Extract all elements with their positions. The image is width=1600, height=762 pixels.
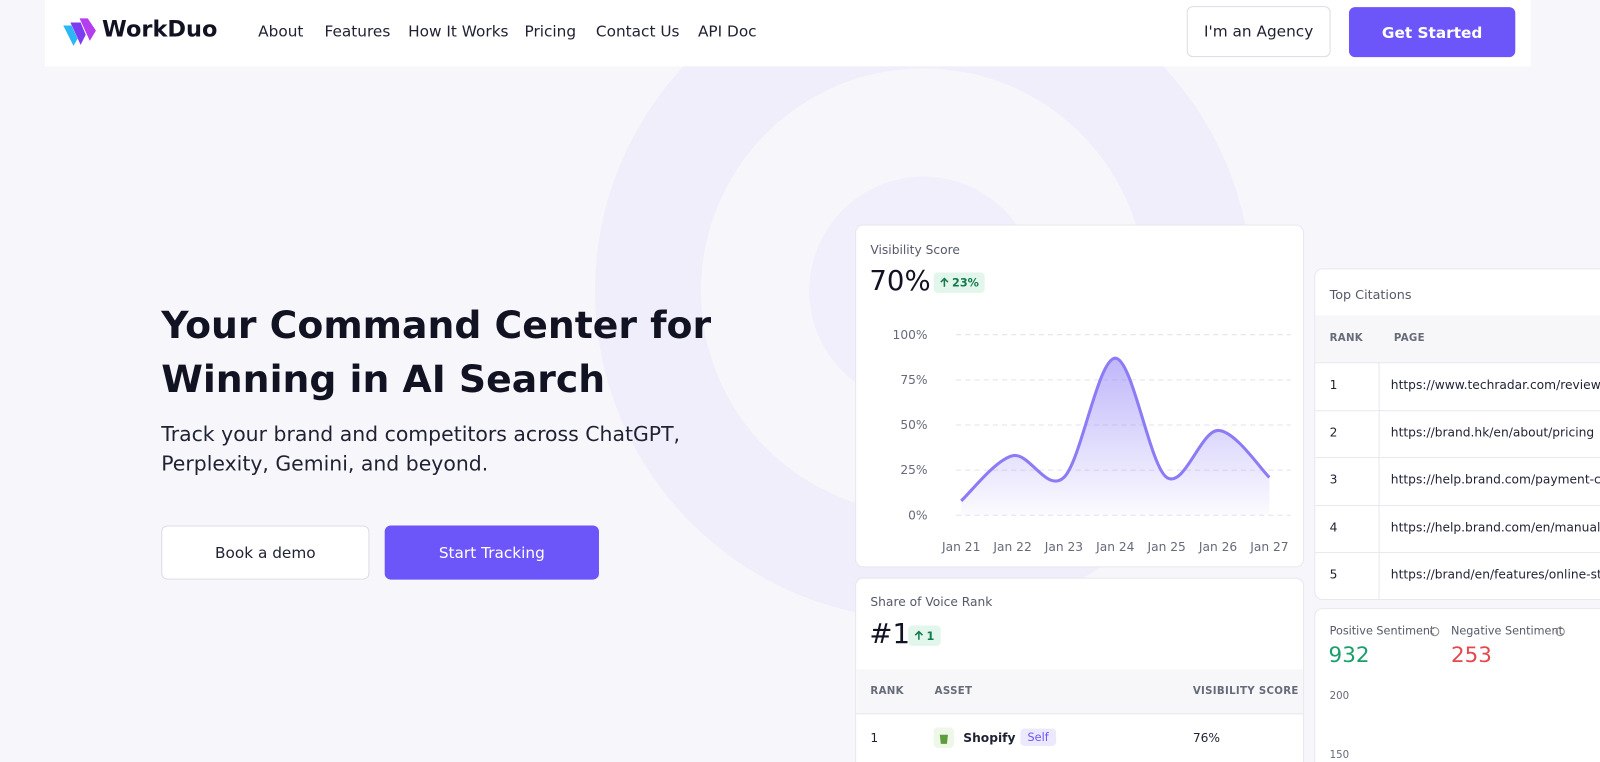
x-tick-label: Jan 21	[941, 540, 980, 554]
table-cell: 2	[1329, 424, 1338, 440]
card-title: Top Citations	[1329, 286, 1412, 303]
x-tick-label: Jan 23	[1044, 540, 1083, 554]
y-tick-label: 100%	[893, 328, 928, 342]
x-tick-label: Jan 27	[1249, 540, 1288, 554]
column-divider	[1378, 362, 1380, 599]
get-started-button[interactable]: Get Started	[1348, 7, 1516, 58]
y-tick-label: 25%	[900, 463, 927, 477]
axis-label: 150	[1329, 749, 1350, 762]
hero-title-line: Your Command Center for	[161, 303, 712, 347]
demo-button[interactable]: Book a demo	[161, 525, 370, 580]
card-title: Visibility Score	[870, 242, 960, 258]
nav-link[interactable]: Pricing	[524, 22, 577, 41]
nav-link[interactable]: About	[258, 22, 304, 41]
table-cell: https://www.techradar.com/reviews	[1390, 377, 1600, 392]
table-cell: https://brand.hk/en/about/pricing	[1390, 424, 1595, 440]
table-cell: 76%	[1192, 730, 1221, 745]
logo-icon	[63, 18, 96, 46]
hero-subtitle: Track your brand and competitors across …	[161, 421, 681, 476]
area	[961, 358, 1270, 516]
table-header-bg	[1315, 315, 1600, 363]
table-cell: 1	[870, 730, 879, 745]
x-tick-label: Jan 24	[1095, 540, 1135, 554]
self-badge: Self	[1020, 728, 1056, 746]
citations-card: Top Citations RANK PAGE 1 https://www.tec…	[1314, 268, 1600, 600]
table-header: PAGE	[1393, 332, 1425, 344]
x-tick-label: Jan 26	[1198, 540, 1238, 554]
sentiment-label: Negative Sentiment	[1451, 624, 1563, 638]
visibility-value: 70%	[869, 265, 931, 297]
axis-label: 200	[1329, 690, 1350, 703]
hero-title: Your Command Center for Winning in AI Se…	[161, 298, 711, 406]
agency-button[interactable]: I'm an Agency	[1186, 6, 1331, 58]
row-divider	[1315, 409, 1600, 411]
row-divider	[1315, 362, 1600, 364]
negative-value: 253	[1451, 642, 1492, 668]
table-cell: Shopify	[963, 730, 1016, 745]
row-divider	[1315, 504, 1600, 506]
hero-title-line: Winning in AI Search	[161, 357, 606, 402]
table-header: RANK	[1329, 332, 1364, 344]
table-cell: 4	[1329, 519, 1338, 535]
nav-link[interactable]: Contact Us	[595, 22, 680, 41]
nav-link[interactable]: How It Works	[408, 22, 509, 41]
table-header-bg	[856, 669, 1304, 715]
change-badge: 1	[908, 625, 941, 646]
sentiment-card: Positive Sentiment 932 Negative Sentimen…	[1314, 608, 1600, 762]
nav-link[interactable]: Features	[324, 22, 391, 41]
table-cell: 1	[1329, 377, 1338, 392]
up-arrow	[914, 630, 923, 640]
up-arrow	[940, 277, 949, 287]
x-tick-label: Jan 22	[992, 540, 1031, 554]
x-tick-label: Jan 25	[1146, 540, 1185, 554]
logo-text[interactable]: WorkDuo	[102, 17, 218, 43]
nav-link[interactable]: API Doc	[697, 22, 757, 41]
y-tick-label: 75%	[900, 373, 927, 387]
table-cell: https://help.brand.com/en/manual...	[1390, 519, 1600, 535]
table-header: VISIBILITY SCORE	[1192, 685, 1299, 697]
table-cell: https://brand/en/features/online-sto	[1390, 567, 1600, 582]
line	[960, 356, 1271, 503]
positive-value: 932	[1328, 642, 1370, 668]
y-tick-label: 0%	[908, 508, 927, 522]
change-badge: 23%	[933, 272, 986, 293]
card-title: Share of Voice Rank	[870, 594, 993, 610]
table-cell: https://help.brand.com/payment-co	[1390, 472, 1600, 487]
row-divider	[1315, 457, 1600, 459]
visibility-card: Visibility Score 70% 23% 0% 25% 50% 75% 100%…	[855, 224, 1305, 568]
table-cell: 5	[1329, 567, 1338, 582]
sentiment-label: Positive Sentiment	[1329, 624, 1435, 638]
start-tracking-button[interactable]: Start Tracking	[384, 525, 599, 580]
share-card: Share of Voice Rank #1 1 RANK ASSET VISI…	[855, 577, 1305, 762]
info-icon	[1430, 627, 1440, 637]
shopify-icon	[933, 727, 955, 748]
table-header: RANK	[870, 685, 904, 697]
table-header: ASSET	[934, 685, 973, 697]
info-icon	[1555, 627, 1565, 637]
visibility-chart: 0% 25% 50% 75% 100% Jan 21 Jan 22 Jan 23 Jan 24 J…	[893, 328, 1291, 554]
change-value: 23%	[952, 276, 979, 290]
row-divider	[1315, 552, 1600, 554]
table-cell: 3	[1329, 472, 1338, 487]
y-tick-label: 50%	[900, 418, 927, 432]
change-value: 1	[926, 629, 935, 643]
rank-value: #1	[869, 618, 911, 650]
